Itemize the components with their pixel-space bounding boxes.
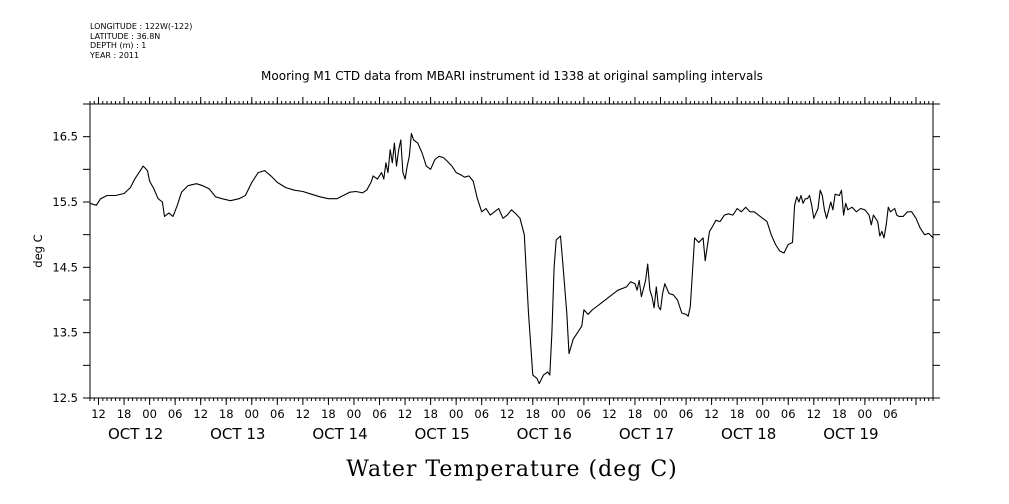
x-tick-label: 06 bbox=[474, 407, 489, 421]
y-tick-label: 16.5 bbox=[52, 130, 78, 144]
x-tick-label: 12 bbox=[296, 407, 311, 421]
x-tick-label: 12 bbox=[704, 407, 719, 421]
x-tick-label: 18 bbox=[117, 407, 132, 421]
x-date-label: OCT 17 bbox=[619, 425, 674, 443]
x-date-label: OCT 15 bbox=[414, 425, 469, 443]
x-tick-label: 06 bbox=[577, 407, 592, 421]
y-tick-label: 14.5 bbox=[52, 260, 78, 274]
latitude-label: LATITUDE : 36.8N bbox=[90, 31, 161, 41]
metadata-block: LONGITUDE : 122W(-122) LATITUDE : 36.8N … bbox=[90, 22, 192, 60]
x-date-label: OCT 14 bbox=[312, 425, 367, 443]
x-tick-label: 18 bbox=[423, 407, 438, 421]
chart-title: Mooring M1 CTD data from MBARI instrumen… bbox=[261, 69, 763, 83]
x-tick-label: 06 bbox=[781, 407, 796, 421]
x-tick-label: 00 bbox=[551, 407, 566, 421]
x-tick-label: 00 bbox=[755, 407, 770, 421]
x-tick-label: 12 bbox=[193, 407, 208, 421]
x-tick-label: 00 bbox=[449, 407, 464, 421]
y-axis-title: deg C bbox=[31, 234, 45, 267]
x-tick-label: 12 bbox=[806, 407, 821, 421]
x-date-label: OCT 13 bbox=[210, 425, 265, 443]
x-tick-label: 18 bbox=[832, 407, 847, 421]
x-tick-label: 18 bbox=[730, 407, 745, 421]
x-tick-label: 12 bbox=[91, 407, 106, 421]
x-tick-label: 18 bbox=[321, 407, 336, 421]
y-tick-label: 15.5 bbox=[52, 195, 78, 209]
x-tick-label: 00 bbox=[142, 407, 157, 421]
x-tick-label: 06 bbox=[270, 407, 285, 421]
x-tick-label: 00 bbox=[858, 407, 873, 421]
depth-label: DEPTH (m) : 1 bbox=[90, 41, 147, 50]
x-tick-label: 06 bbox=[883, 407, 898, 421]
x-tick-label: 06 bbox=[372, 407, 387, 421]
x-tick-label: 12 bbox=[500, 407, 515, 421]
x-date-label: OCT 19 bbox=[823, 425, 878, 443]
y-tick-label: 13.5 bbox=[52, 326, 78, 340]
plot-frame bbox=[89, 103, 934, 399]
x-tick-label: 12 bbox=[398, 407, 413, 421]
x-date-label: OCT 16 bbox=[517, 425, 572, 443]
series-line bbox=[89, 132, 934, 385]
x-date-label: OCT 18 bbox=[721, 425, 776, 443]
x-tick-label: 06 bbox=[679, 407, 694, 421]
x-tick-label: 18 bbox=[525, 407, 540, 421]
longitude-label: LONGITUDE : 122W(-122) bbox=[90, 22, 193, 31]
x-tick-label: 06 bbox=[168, 407, 183, 421]
x-tick-label: 18 bbox=[219, 407, 234, 421]
x-tick-label: 00 bbox=[244, 407, 259, 421]
x-date-label: OCT 12 bbox=[108, 425, 163, 443]
x-tick-label: 18 bbox=[628, 407, 643, 421]
x-tick-label: 12 bbox=[602, 407, 617, 421]
x-axis-title: Water Temperature (deg C) bbox=[346, 457, 678, 482]
x-tick-label: 00 bbox=[347, 407, 362, 421]
year-label: YEAR : 2011 bbox=[90, 50, 140, 60]
x-tick-label: 00 bbox=[653, 407, 668, 421]
y-tick-label: 12.5 bbox=[52, 391, 78, 405]
